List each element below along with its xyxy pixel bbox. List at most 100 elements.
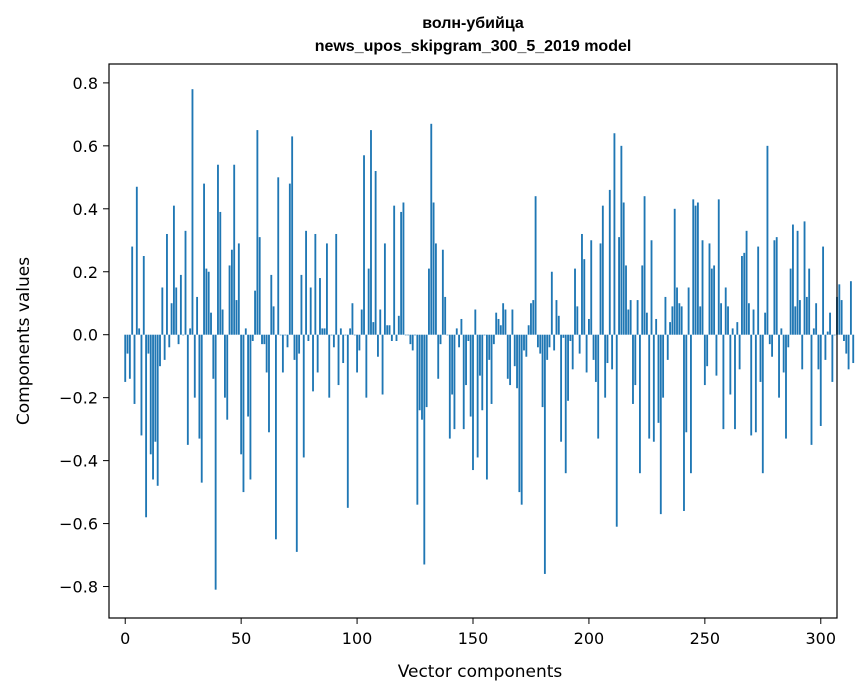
bar xyxy=(713,265,716,335)
bar xyxy=(409,334,412,345)
bar xyxy=(200,334,203,483)
bar xyxy=(184,230,187,335)
bar xyxy=(131,246,134,335)
bar xyxy=(448,334,451,439)
bar xyxy=(205,268,208,335)
bar xyxy=(785,334,787,439)
bar xyxy=(627,309,630,335)
bar xyxy=(284,334,287,336)
bar xyxy=(356,334,358,373)
bar xyxy=(279,334,282,336)
bars-group xyxy=(124,89,855,590)
bar xyxy=(309,287,312,335)
bar xyxy=(590,240,593,335)
bar xyxy=(520,334,523,505)
bar xyxy=(207,271,210,335)
bar xyxy=(803,221,806,335)
bar xyxy=(191,89,194,335)
bar xyxy=(265,334,268,373)
bar xyxy=(690,334,692,474)
bar xyxy=(416,334,419,505)
bar xyxy=(451,334,454,395)
bar xyxy=(147,334,150,354)
bar xyxy=(829,312,831,335)
bar xyxy=(393,205,396,335)
bar xyxy=(824,334,827,360)
bar xyxy=(534,196,537,335)
bar xyxy=(678,303,681,335)
bar xyxy=(530,303,532,335)
y-tick-label: −0.2 xyxy=(59,389,98,408)
bar xyxy=(323,328,326,335)
bar xyxy=(210,312,212,335)
bar xyxy=(186,334,189,445)
bar xyxy=(731,328,734,335)
bar xyxy=(414,334,416,336)
bar xyxy=(462,334,465,430)
bar xyxy=(523,334,525,351)
bar xyxy=(226,334,229,420)
bar xyxy=(349,328,352,335)
bar xyxy=(513,334,516,367)
bar xyxy=(481,334,484,411)
bar xyxy=(680,306,683,335)
x-tick-label: 150 xyxy=(458,629,489,648)
bar xyxy=(128,334,131,379)
bar xyxy=(502,303,505,335)
bar xyxy=(796,230,799,335)
bar xyxy=(430,123,433,335)
bar xyxy=(319,278,321,335)
bar xyxy=(532,300,535,335)
bar xyxy=(307,334,310,341)
bar xyxy=(446,334,449,336)
bar xyxy=(805,296,808,335)
bar xyxy=(425,334,428,408)
bar xyxy=(639,334,641,474)
bar xyxy=(293,334,296,360)
bar xyxy=(335,233,338,335)
bar xyxy=(395,334,398,341)
bar xyxy=(618,237,620,335)
bar xyxy=(536,334,539,348)
bar xyxy=(244,328,247,335)
bar xyxy=(852,334,855,364)
bar xyxy=(469,334,472,417)
bar xyxy=(720,303,722,335)
bar xyxy=(316,334,319,373)
bar xyxy=(237,243,240,335)
bar xyxy=(504,309,507,335)
bar xyxy=(650,240,653,335)
bar xyxy=(615,334,618,527)
bar xyxy=(254,290,256,335)
bar xyxy=(439,334,442,345)
bar xyxy=(156,334,159,486)
bar xyxy=(465,334,467,386)
bar xyxy=(641,265,644,335)
bar xyxy=(437,334,440,379)
bar xyxy=(794,306,797,335)
bar xyxy=(460,318,463,335)
bar xyxy=(687,287,690,335)
bar xyxy=(346,334,349,508)
bar xyxy=(622,202,625,335)
bar xyxy=(300,274,303,335)
bar xyxy=(492,334,495,345)
bar xyxy=(655,318,658,335)
bar xyxy=(578,334,581,354)
bar xyxy=(734,334,736,430)
bar xyxy=(228,265,231,335)
bar xyxy=(518,334,521,493)
bar xyxy=(838,284,841,335)
bar xyxy=(761,334,764,474)
bar xyxy=(240,334,243,455)
bar xyxy=(497,318,500,335)
bar xyxy=(847,334,850,370)
bar xyxy=(196,296,199,335)
bar xyxy=(683,334,685,511)
bar xyxy=(768,334,771,345)
bar xyxy=(750,334,753,436)
bar xyxy=(694,205,697,335)
bar xyxy=(455,328,458,335)
bar xyxy=(145,334,148,518)
bar xyxy=(789,268,792,335)
